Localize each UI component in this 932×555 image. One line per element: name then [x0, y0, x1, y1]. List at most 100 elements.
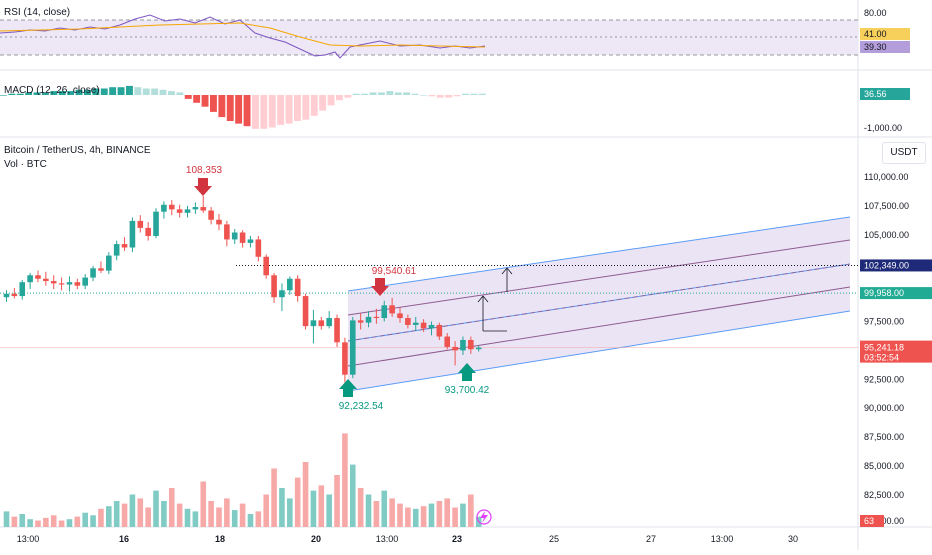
volume-bar	[428, 503, 435, 527]
countdown-value: 03:52:54	[864, 353, 899, 363]
volume-bar	[129, 494, 136, 527]
candle-body	[98, 268, 104, 271]
candle-body	[239, 232, 246, 243]
volume-bar	[208, 501, 214, 527]
level-tag-value: 99,958.00	[864, 288, 904, 298]
volume-bar	[3, 511, 10, 527]
volume-bar	[98, 508, 104, 527]
macd-bar	[260, 95, 268, 129]
price-axis-label: 80,000.00	[864, 516, 904, 526]
candle-body	[27, 275, 33, 283]
volume-bar	[168, 488, 175, 527]
candle-body	[11, 293, 18, 297]
volume-bar	[436, 501, 443, 527]
price-axis-label: 97,500.00	[864, 317, 904, 327]
macd-bar	[33, 92, 41, 95]
volume-bar	[342, 433, 348, 527]
volume-bar	[334, 475, 340, 527]
last-price-value: 95,241.18	[864, 343, 904, 353]
candle-body	[302, 296, 309, 327]
candle-body	[263, 256, 270, 276]
candle-body	[121, 244, 128, 248]
rsi-band	[0, 20, 858, 55]
rsi-ma-tag	[860, 28, 910, 40]
volume-bar	[247, 514, 254, 527]
macd-bar	[470, 93, 478, 95]
macd-bar	[453, 95, 461, 97]
candle-body	[436, 324, 443, 337]
macd-bar	[445, 95, 453, 98]
volume-bar	[184, 508, 191, 527]
volume-bar	[271, 468, 277, 527]
volume-bar	[263, 494, 270, 527]
volume-bar	[27, 519, 33, 527]
volume-bar	[389, 498, 395, 527]
chart-title: Bitcoin / TetherUS, 4h, BINANCE	[4, 145, 151, 156]
projection-arrow	[501, 267, 513, 292]
volume-bar	[318, 485, 325, 527]
volume-bar	[397, 503, 403, 527]
volume-bar	[460, 503, 466, 527]
rsi-ma-value: 41.00	[864, 29, 887, 39]
candle-body	[397, 313, 403, 319]
volume-bar	[294, 477, 301, 527]
macd-bar	[8, 93, 16, 95]
low2-arrow-marker	[458, 363, 476, 381]
candle-body	[192, 207, 199, 210]
macd-bar	[327, 95, 335, 106]
x-axis-label: 27	[646, 534, 656, 544]
level-tag	[860, 259, 932, 272]
volume-bar	[161, 501, 167, 527]
volume-bar	[239, 503, 246, 527]
candle-body	[468, 339, 474, 350]
candle-body	[365, 316, 372, 323]
candle-body	[247, 239, 254, 243]
volume-bar	[381, 490, 388, 527]
macd-bar	[403, 92, 411, 95]
volume-bar	[349, 464, 356, 527]
volume-label: Vol · BTC	[4, 159, 47, 170]
macd-bar	[100, 88, 108, 95]
channel-lower-edge	[347, 310, 851, 392]
candle-body	[137, 220, 144, 228]
macd-bar	[117, 87, 125, 95]
candle-body	[349, 320, 356, 375]
volume-bar	[420, 506, 427, 527]
macd-bar	[352, 93, 360, 95]
rsi-ma-line	[0, 22, 486, 48]
candle-body	[43, 278, 49, 282]
volume-bar	[365, 494, 372, 527]
macd-bar	[42, 92, 49, 95]
volume-bar	[444, 498, 451, 527]
candle-body	[106, 255, 112, 271]
low2-annotation: 93,700.42	[445, 385, 490, 396]
volume-bar	[137, 498, 144, 527]
macd-bar	[268, 95, 276, 128]
candle-body	[405, 318, 411, 325]
macd-bar	[310, 95, 318, 116]
price-axis-label: 82,500.00	[864, 490, 904, 500]
volume-bar	[145, 507, 151, 527]
candle-body	[373, 316, 380, 319]
candle-body	[224, 224, 230, 240]
candle-body	[66, 282, 73, 285]
volume-bar	[153, 490, 159, 527]
resistance-annotation: 99,540.61	[372, 266, 417, 277]
candle-body	[420, 322, 427, 329]
lightning-icon	[476, 509, 492, 525]
macd-bar	[344, 95, 352, 98]
candle-body	[176, 209, 183, 213]
volume-bar	[216, 507, 222, 527]
currency-button[interactable]: USDT	[882, 142, 926, 164]
candle-body	[58, 283, 65, 285]
candle-body	[452, 346, 458, 351]
volume-bar	[302, 462, 309, 527]
macd-bar	[151, 88, 159, 95]
macd-value-tag	[860, 88, 910, 100]
macd-bar	[420, 95, 427, 96]
macd-bar	[462, 93, 469, 95]
price-axis-label: 87,500.00	[864, 432, 904, 442]
macd-bar	[134, 87, 142, 95]
candle-body	[216, 219, 222, 225]
macd-bar	[201, 95, 209, 107]
